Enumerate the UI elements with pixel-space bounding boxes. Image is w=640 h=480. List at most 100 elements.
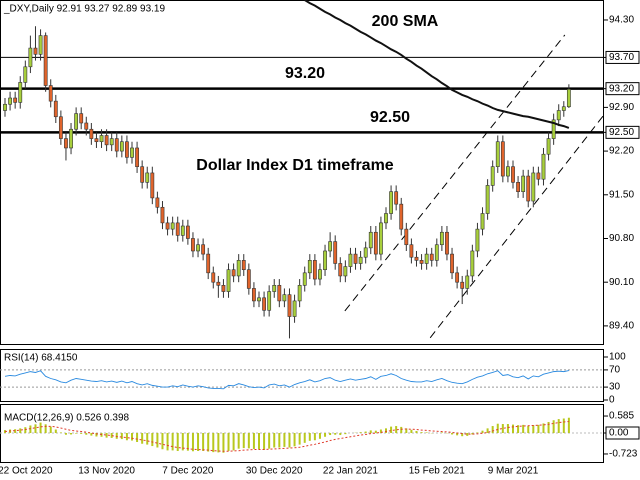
macd-bar (466, 433, 469, 436)
macd-bar (359, 432, 362, 433)
candle-body (368, 231, 373, 249)
y-tick-label: 0.585 (609, 411, 634, 422)
candle-body (236, 260, 241, 277)
macd-bar (70, 433, 73, 435)
macd-bar (252, 433, 255, 449)
macd-bar (34, 424, 37, 433)
macd-bar (293, 433, 296, 447)
macd-bar (379, 429, 382, 433)
candle-body (175, 222, 180, 236)
macd-bar (278, 433, 281, 448)
candle-body (490, 166, 495, 186)
candle-body (180, 225, 185, 236)
candle-body (48, 85, 53, 102)
macd-bar (24, 427, 27, 433)
candle-body (196, 244, 200, 252)
candle-body (546, 138, 551, 155)
macd-bar (29, 425, 32, 433)
candle-body (302, 272, 307, 286)
macd-bar (318, 433, 321, 439)
candle-body (94, 138, 99, 143)
candle-body (272, 285, 277, 292)
y-tick-label: 92.50 (609, 127, 634, 138)
candle-body (267, 291, 272, 311)
annotation: 200 SMA (372, 13, 439, 30)
macd-bar (532, 425, 535, 433)
macd-bar (334, 433, 337, 435)
candle-body (358, 256, 363, 264)
macd-bar (237, 433, 240, 449)
candle-body (23, 66, 28, 83)
macd-title: MACD(12,26,9) 0.526 0.398 (4, 413, 130, 424)
candle-body (521, 175, 526, 192)
macd-bar (59, 432, 62, 433)
candle-body (495, 141, 500, 167)
candle-body (384, 213, 388, 224)
macd-bar (14, 429, 17, 433)
macd-bar (456, 433, 459, 436)
candle-body (130, 147, 134, 158)
macd-bar (364, 431, 367, 433)
y-tick-label: 89.40 (609, 321, 634, 332)
macd-bar (54, 429, 57, 433)
candle-body (323, 250, 327, 271)
macd-bar (557, 419, 560, 433)
annotation: 93.20 (285, 65, 325, 82)
macd-bar (517, 425, 520, 433)
macd-bar (131, 433, 133, 441)
macd-bar (171, 433, 174, 451)
macd-bar (49, 426, 52, 433)
annotation: 92.50 (370, 109, 410, 126)
candle-body (373, 231, 378, 255)
candle-body (485, 185, 490, 214)
macd-bar (385, 428, 387, 433)
candle-body (135, 147, 139, 167)
macd-bar (136, 433, 139, 442)
macd-bar (247, 433, 250, 449)
macd-bar (344, 433, 347, 435)
x-tick-label: 22 Jan 2021 (323, 466, 378, 477)
sma-line (304, 0, 570, 129)
macd-bar (166, 433, 169, 451)
y-tick-label: 92.20 (609, 146, 634, 157)
price-plot (0, 0, 604, 339)
macd-bar (151, 433, 154, 447)
candle-body (475, 228, 480, 252)
candle-body (307, 260, 312, 274)
candle-body (64, 138, 68, 149)
macd-bar (512, 424, 514, 433)
candle-body (89, 128, 94, 139)
macd-bar (562, 418, 565, 433)
candle-body (465, 275, 470, 289)
candle-body (38, 35, 43, 55)
macd-bar (425, 432, 428, 433)
x-tick-label: 15 Feb 2021 (409, 466, 466, 477)
macd-bar (176, 433, 179, 451)
candle-body (445, 231, 449, 255)
candle-body (18, 82, 23, 103)
macd-bar (481, 430, 484, 433)
candle-body (206, 253, 211, 274)
y-tick-label: 30 (609, 382, 621, 393)
candle-body (8, 97, 12, 105)
macd-bar (197, 433, 200, 451)
annotation: Dollar Index D1 timeframe (196, 157, 394, 174)
candle-body (150, 172, 155, 199)
candle-body (282, 294, 287, 302)
candle-body (74, 113, 79, 130)
macd-bar (506, 424, 509, 433)
macd-bar (202, 433, 205, 451)
macd-bar (232, 433, 235, 451)
candle-body (109, 138, 114, 146)
macd-bar (39, 422, 42, 433)
candle-body (297, 285, 302, 302)
macd-bar (501, 424, 504, 433)
candle-body (287, 294, 292, 317)
candle-body (170, 222, 175, 230)
candle-body (246, 269, 251, 289)
macd-bar (491, 426, 494, 433)
candle-body (541, 153, 546, 180)
y-tick-label: 90.10 (609, 277, 634, 288)
macd-bar (85, 433, 88, 435)
macd-bar (115, 433, 118, 439)
